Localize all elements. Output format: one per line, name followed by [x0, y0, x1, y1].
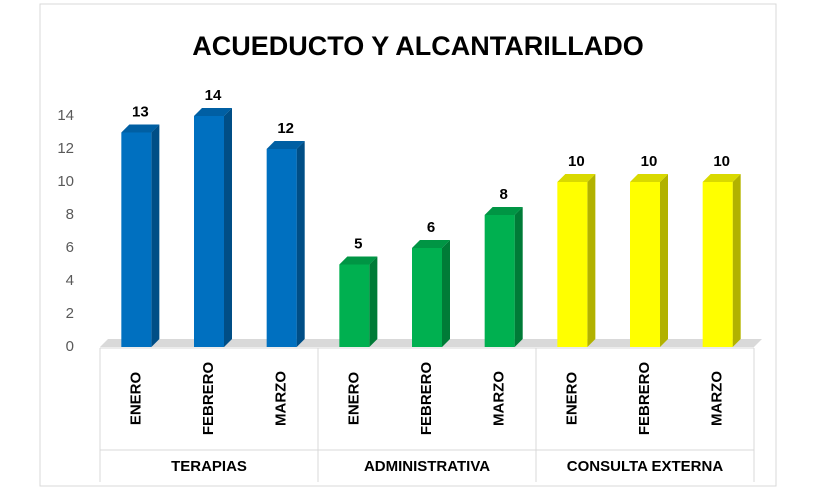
data-label: 8	[499, 186, 507, 203]
bar-side-shade	[660, 174, 668, 347]
x-tick-label: ENERO	[345, 371, 362, 425]
bar	[484, 215, 515, 347]
bar-side	[660, 174, 668, 347]
y-tick-label: 4	[66, 272, 74, 289]
bar-top	[121, 124, 160, 133]
chart-title: ACUEDUCTO Y ALCANTARILLADO	[192, 31, 644, 61]
bar-top	[412, 240, 450, 248]
bar-side-shade	[369, 256, 378, 347]
bar-side-shade	[151, 124, 160, 347]
bar	[339, 264, 370, 347]
bar-top	[484, 207, 523, 215]
data-label: 12	[277, 120, 294, 137]
bar-side	[732, 174, 741, 347]
bar-side-shade	[296, 141, 305, 347]
bar-top-shade	[484, 207, 523, 215]
bar-top	[266, 141, 305, 149]
bar-side	[587, 174, 596, 347]
group-label: ADMINISTRATIVA	[364, 458, 490, 475]
bar-side-shade	[514, 207, 523, 347]
bar-side	[514, 207, 523, 347]
data-label: 10	[568, 153, 585, 170]
y-tick-label: 14	[57, 107, 74, 124]
bar-side	[369, 256, 378, 347]
bar-top	[339, 256, 378, 265]
x-tick-label: ENERO	[563, 371, 580, 425]
bar-side-shade	[224, 108, 232, 347]
y-tick-label: 2	[66, 305, 74, 322]
bar-top-shade	[194, 108, 232, 116]
y-tick-label: 12	[57, 140, 74, 157]
x-tick-label: FEBRERO	[636, 362, 653, 436]
bar-side-shade	[442, 240, 450, 347]
bar-side	[296, 141, 305, 347]
y-tick-label: 10	[57, 173, 74, 190]
x-tick-label: FEBRERO	[200, 362, 217, 436]
bar-side-shade	[732, 174, 741, 347]
bar-top-shade	[630, 174, 668, 182]
y-tick-label: 6	[66, 239, 74, 256]
group-label: TERAPIAS	[171, 458, 247, 475]
bar	[702, 182, 733, 347]
bar-top-shade	[412, 240, 450, 248]
bar-side-shade	[587, 174, 596, 347]
data-label: 10	[713, 153, 730, 170]
bar	[194, 116, 224, 347]
group-label: CONSULTA EXTERNA	[567, 458, 724, 475]
bar-side	[442, 240, 450, 347]
bar-top-shade	[266, 141, 305, 149]
bar	[557, 182, 588, 347]
bar-top-shade	[702, 174, 741, 182]
data-label: 13	[132, 103, 149, 120]
data-label: 5	[354, 235, 362, 252]
data-label: 14	[205, 87, 222, 104]
x-tick-label: FEBRERO	[418, 362, 435, 436]
bar-top-shade	[339, 256, 378, 265]
data-label: 6	[427, 219, 435, 236]
bar-top	[630, 174, 668, 182]
y-tick-label: 8	[66, 206, 74, 223]
bar	[121, 132, 152, 347]
data-label: 10	[641, 153, 658, 170]
bar-side	[224, 108, 232, 347]
bar	[412, 248, 442, 347]
bar	[266, 149, 297, 347]
x-tick-label: MARZO	[491, 371, 508, 426]
bar-top-shade	[121, 124, 160, 133]
bar-side	[151, 124, 160, 347]
bar	[630, 182, 660, 347]
y-tick-label: 0	[66, 338, 74, 355]
bar-top-shade	[557, 174, 596, 182]
x-tick-label: MARZO	[273, 371, 290, 426]
bar-top	[194, 108, 232, 116]
bar-top	[557, 174, 596, 182]
x-tick-label: MARZO	[709, 371, 726, 426]
bar-top	[702, 174, 741, 182]
x-tick-label: ENERO	[127, 371, 144, 425]
